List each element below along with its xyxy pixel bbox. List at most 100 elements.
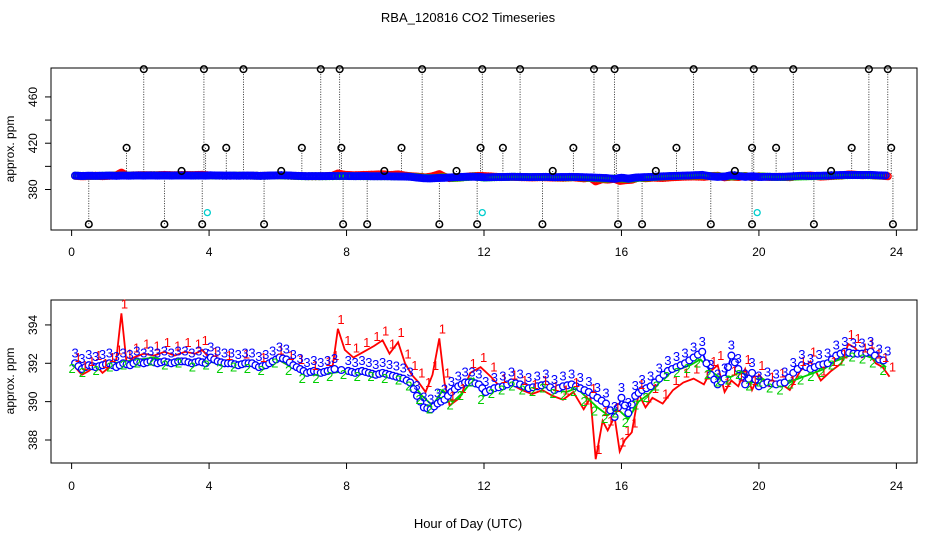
series-2-marker: 2	[797, 373, 804, 388]
cyan-flag-point	[203, 208, 212, 217]
series-1-marker: 1	[848, 327, 855, 342]
series-3-point	[610, 412, 619, 422]
series-1-marker: 1	[298, 352, 305, 367]
bottom-x-tick-label: 12	[477, 479, 491, 493]
series-3-marker: 3	[365, 355, 372, 370]
series-1-marker: 1	[116, 342, 123, 357]
series-3-marker: 3	[798, 347, 805, 362]
series-3-point	[723, 363, 733, 372]
series-3-marker: 3	[755, 368, 762, 383]
series-2-marker: 2	[550, 386, 557, 401]
flag-high-point	[672, 143, 681, 152]
series-1-marker: 1	[202, 333, 209, 348]
top-y-tick-label: 460	[26, 87, 40, 107]
series-1-marker: 1	[353, 341, 360, 356]
series-3-marker: 3	[372, 357, 379, 372]
series-2-marker: 2	[632, 398, 639, 413]
series-1-marker: 1	[74, 350, 81, 365]
flag-low-point	[363, 220, 372, 229]
series-1-marker: 1	[875, 346, 882, 361]
series-3-marker: 3	[221, 345, 228, 360]
series-2-marker: 2	[766, 380, 773, 395]
flag-high-point	[610, 65, 619, 74]
series-3-marker: 3	[352, 355, 359, 370]
series-3-point	[747, 368, 757, 377]
series-1-marker: 1	[411, 358, 418, 373]
flag-high-point	[516, 65, 525, 74]
series-1-marker: 1	[81, 358, 88, 373]
series-3-marker: 3	[807, 351, 814, 366]
series-3-marker: 3	[884, 343, 891, 358]
series-3-point	[601, 399, 611, 408]
series-2-marker: 2	[367, 369, 374, 384]
series-3-marker: 3	[413, 378, 420, 393]
bottom-x-tick-label: 20	[752, 479, 766, 493]
series-1-marker: 1	[521, 373, 528, 388]
series-3-marker: 3	[434, 386, 441, 401]
flag-high-point	[772, 143, 781, 152]
series-2-marker: 2	[849, 350, 856, 365]
series-1-marker: 1	[95, 348, 102, 363]
series-3-marker: 3	[876, 341, 883, 356]
flag-high-point	[747, 143, 757, 152]
series-3-marker: 3	[214, 343, 221, 358]
series-2-marker: 2	[725, 373, 732, 388]
flag-high-point	[651, 166, 660, 176]
series-3-marker: 3	[742, 366, 749, 381]
series-1-marker: 1	[389, 337, 396, 352]
series-2-marker: 2	[818, 365, 825, 380]
bottom-x-tick-label: 0	[68, 479, 75, 493]
series-1-marker: 1	[126, 346, 133, 361]
top-x-tick-label: 4	[206, 245, 213, 259]
series-2-marker: 2	[838, 354, 845, 369]
flag-high-point	[297, 143, 306, 152]
series-3-marker: 3	[772, 366, 779, 381]
series-2-marker: 2	[622, 415, 629, 430]
flag-high-point	[847, 143, 856, 152]
flag-high-point	[612, 143, 621, 152]
flag-high-point	[177, 166, 186, 176]
series-3-point	[624, 409, 633, 418]
series-2-marker: 2	[611, 405, 618, 420]
series-3-point	[879, 356, 888, 365]
series-3-marker: 3	[482, 374, 489, 389]
series-3-marker: 3	[345, 353, 352, 368]
series-2-marker: 2	[147, 354, 154, 369]
series-2-marker: 2	[257, 363, 264, 378]
series-1-marker: 1	[745, 352, 752, 367]
series-1-marker: 1	[693, 362, 700, 377]
series-2-marker: 2	[202, 357, 209, 372]
series-3-marker: 3	[568, 366, 575, 381]
series-1-marker: 1	[344, 333, 351, 348]
series-3-marker: 3	[638, 372, 645, 387]
series-3-marker: 3	[699, 334, 706, 349]
series-1-marker: 1	[607, 413, 614, 428]
series-1-marker: 1	[810, 344, 817, 359]
flag-high-point	[789, 65, 798, 74]
top-series-3-point	[881, 171, 890, 180]
series-2-marker: 2	[244, 361, 251, 376]
series-3-marker: 3	[824, 345, 831, 360]
flag-low-point	[160, 220, 169, 229]
series-2-marker: 2	[642, 390, 649, 405]
series-3-marker: 3	[448, 374, 455, 389]
series-1-marker: 1	[490, 360, 497, 375]
series-1-marker: 1	[312, 358, 319, 373]
series-1-marker: 1	[277, 342, 284, 357]
top-panel: approx. ppm 0 4 8 12 16 20 24 380 420 460	[3, 65, 918, 259]
series-2-marker: 2	[756, 375, 763, 390]
flag-high-point	[122, 143, 131, 152]
series-3-marker: 3	[577, 370, 584, 385]
top-x-tick-label: 16	[615, 245, 629, 259]
series-3-point	[730, 358, 739, 367]
series-3-point	[416, 397, 425, 406]
series-1-marker: 1	[212, 344, 219, 359]
top-x-tick-label: 12	[477, 245, 491, 259]
series-2-marker: 2	[381, 371, 388, 386]
series-2-marker: 2	[508, 378, 515, 393]
series-3-marker: 3	[406, 364, 413, 379]
series-2-marker: 2	[457, 388, 464, 403]
series-3-marker: 3	[248, 345, 255, 360]
